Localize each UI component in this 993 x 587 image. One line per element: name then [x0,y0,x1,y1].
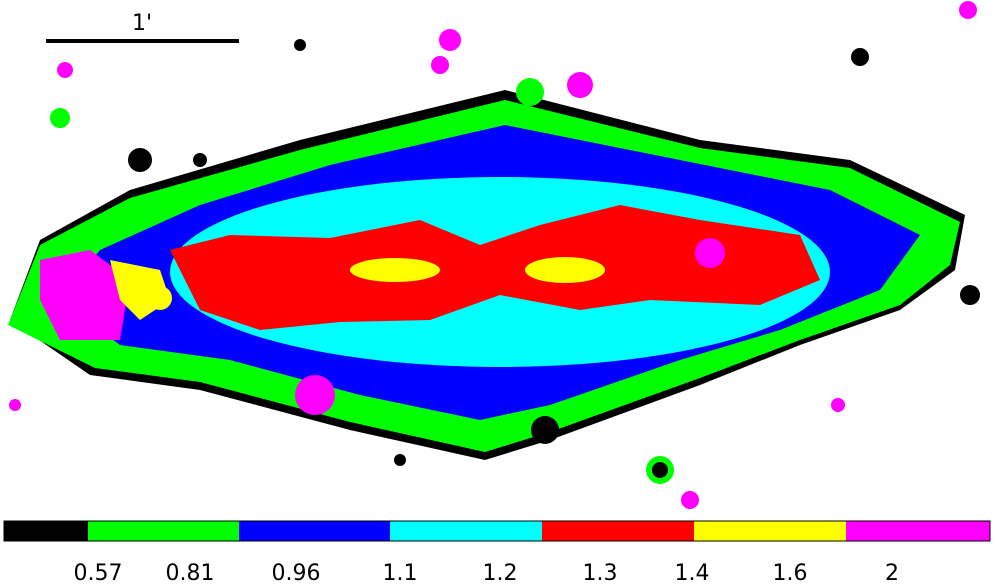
colorbar-segment [239,521,390,541]
spot [431,56,449,74]
spot [681,491,699,509]
colorbar-frame [3,520,991,542]
colorbar-label: 0.96 [272,561,321,586]
spot [959,1,977,19]
spot [567,72,593,98]
colorbar-label: 0.57 [74,561,123,586]
spot [9,399,21,411]
spot [294,39,306,51]
spot [148,286,172,310]
region-red [170,205,820,330]
core-yellow-right [525,257,605,283]
spot [128,148,152,172]
spot [193,153,207,167]
spot [50,108,70,128]
colorbar-label: 1.3 [583,561,618,586]
spot [652,462,668,478]
spot [531,416,559,444]
colorbar-segment [694,521,846,541]
spot [516,78,544,106]
spot [695,238,725,268]
spot [831,398,845,412]
colorbar-label: 2 [885,561,899,586]
colorbar-label: 1.1 [383,561,418,586]
core-yellow-left [350,258,440,282]
colorbar-label: 0.81 [166,561,215,586]
scale-bar-label: 1' [132,11,152,36]
colorbar-label: 1.4 [675,561,710,586]
spot [851,48,869,66]
spot [57,62,73,78]
colorbar-label: 1.2 [483,561,518,586]
colorbar-segment [542,521,694,541]
spot [439,29,461,51]
spot [295,375,335,415]
colorbar-segment [4,521,88,541]
colorbar-segment [88,521,239,541]
colorbar-labels: 0.57 0.81 0.96 1.1 1.2 1.3 1.4 1.6 2 [74,561,899,586]
colorbar-label: 1.6 [773,561,808,586]
colorbar [3,520,991,542]
colorbar-segment [390,521,542,541]
spot [960,285,980,305]
colorbar-segment [846,521,990,541]
spot [394,454,406,466]
galaxy-map [8,1,980,509]
region-magenta-left [40,250,130,340]
